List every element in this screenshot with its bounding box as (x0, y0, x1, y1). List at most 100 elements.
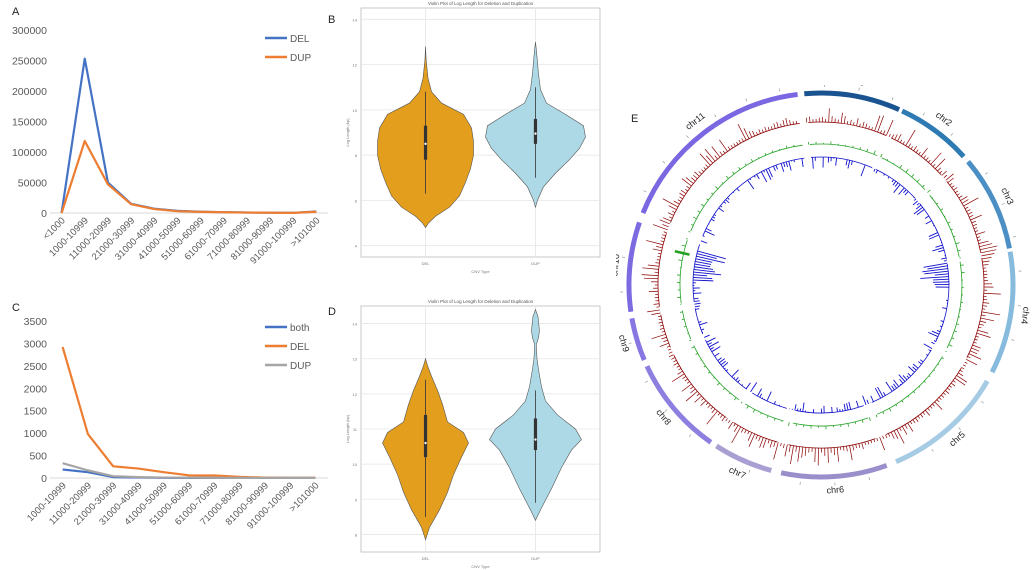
track-bar-red (805, 447, 806, 456)
track-bar-red (669, 352, 672, 353)
chromosome-label-chr8: chr8 (654, 407, 673, 427)
track-bar-blue (734, 378, 735, 379)
track-bar-red (660, 328, 664, 329)
track-bar-red (866, 124, 867, 129)
track-bar-red (969, 354, 981, 360)
track-bar-blue (937, 330, 940, 331)
track-bar-blue (694, 269, 715, 272)
y-tick-label: 9 (355, 497, 358, 502)
y-tick-label: 2500 (24, 361, 48, 373)
track-bar-green (686, 239, 688, 240)
track-bar-blue (695, 264, 711, 267)
track-bar-red (888, 433, 889, 436)
track-bar-green (862, 420, 863, 423)
track-bar-red (660, 220, 670, 224)
track-bar-blue (941, 258, 946, 259)
track-bar-red (680, 197, 683, 199)
track-bar-blue (737, 188, 739, 191)
track-bar-red (728, 420, 730, 423)
track-bar-red (919, 152, 921, 154)
track-bar-green (765, 153, 766, 155)
track-bar-red (945, 390, 949, 393)
track-bar-blue (746, 383, 750, 389)
track-bar-blue (886, 382, 892, 391)
circos-plot-e: chr1chr2chr3chr4chr5chr6chr7chr8chr9chr1… (616, 85, 1036, 515)
track-bar-red (674, 363, 678, 365)
track-bar-blue (875, 388, 880, 398)
track-bar-red (850, 445, 853, 460)
track-bar-red (978, 240, 981, 241)
track-bar-red (979, 244, 992, 247)
track-bar-blue (713, 217, 715, 218)
track-bar-green (902, 401, 903, 403)
track-bar-red (937, 168, 940, 171)
track-bar-blue (701, 329, 704, 330)
chromosome-arc-chr7 (716, 446, 771, 470)
chromosome-arc-chr9 (632, 318, 644, 360)
track-bar-red (977, 237, 980, 238)
track-bar-red (939, 397, 941, 399)
track-bar-green (912, 174, 914, 177)
track-bar-green (951, 229, 953, 230)
track-bar-red (765, 127, 767, 132)
track-bar-blue (697, 254, 717, 259)
track-bar-red (701, 400, 706, 405)
track-bar-red (768, 440, 769, 444)
track-bar-blue (751, 383, 757, 392)
chromosome-label-chr10: chr10 (616, 254, 621, 277)
track-bar-red (984, 293, 1001, 294)
track-bar-red (659, 319, 662, 320)
track-bar-red (973, 224, 977, 226)
track-bar-green (934, 370, 935, 371)
track-baseline-blue (811, 157, 872, 168)
track-bar-red (756, 132, 757, 135)
y-axis-label: Log Length (bp) (345, 414, 350, 443)
track-bar-blue (874, 169, 875, 172)
track-bar-blue (941, 321, 944, 322)
track-bar-red (863, 122, 864, 128)
y-tick-label: 6 (355, 198, 358, 203)
chromosome-label-chr6: chr6 (826, 484, 844, 495)
track-baseline-green (680, 240, 687, 303)
y-tick-label: 8 (355, 153, 358, 158)
track-bar-red (880, 130, 881, 133)
track-bar-red (859, 444, 860, 448)
chromosome-tick (1011, 340, 1014, 341)
track-bar-green (678, 260, 682, 261)
track-bar-red (646, 240, 663, 244)
track-bar-blue (727, 198, 729, 200)
track-bar-red (770, 441, 772, 448)
track-bar-green (948, 222, 951, 223)
y-tick-label: 10 (353, 108, 358, 113)
track-bar-blue (795, 404, 796, 410)
track-bar-red (728, 147, 730, 150)
chromosome-tick (689, 434, 691, 436)
track-bar-red (722, 417, 725, 421)
track-bar-red (928, 160, 930, 162)
track-bar-red (669, 206, 677, 210)
track-bar-red (983, 303, 989, 304)
track-bar-green (745, 164, 746, 166)
track-bar-green (848, 423, 849, 426)
median-point (424, 442, 426, 444)
track-bar-red (663, 218, 671, 221)
track-bar-green (788, 422, 789, 426)
track-bar-red (924, 155, 926, 158)
track-bar-red (712, 409, 715, 413)
y-tick-label: 1000 (24, 428, 48, 440)
track-bar-blue (786, 162, 787, 167)
track-bar-red (660, 325, 663, 326)
track-bar-green (704, 366, 706, 367)
track-bar-blue (733, 192, 734, 193)
chromosome-tick (644, 191, 647, 192)
legend-label-dup: DUP (290, 53, 311, 64)
track-bar-green (896, 405, 897, 407)
track-bar-red (744, 430, 746, 433)
track-bar-blue (926, 221, 932, 224)
track-bar-green (733, 172, 735, 174)
track-bar-red (931, 153, 942, 165)
track-bar-red (749, 434, 755, 447)
track-bar-blue (917, 203, 919, 205)
track-bar-red (837, 447, 838, 462)
chromosome-arc-chr3 (968, 162, 1009, 249)
